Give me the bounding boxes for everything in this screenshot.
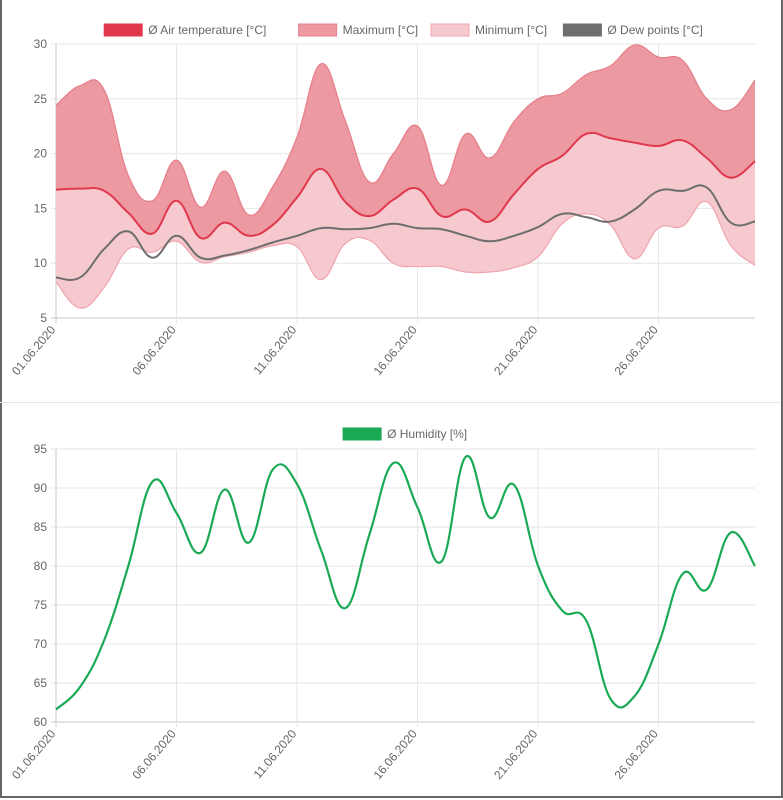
x-tick-label: 16.06.2020: [371, 727, 421, 782]
legend-item[interactable]: Ø Air temperature [°C]: [103, 23, 266, 37]
x-tick-label: 21.06.2020: [491, 323, 541, 378]
air-temperature-line: [55, 131, 756, 240]
legend-label: Ø Humidity [%]: [387, 427, 467, 441]
legend-item[interactable]: Maximum [°C]: [298, 23, 418, 37]
x-tick-label: 01.06.2020: [9, 323, 59, 378]
humidity-chart: 60 65 70 75 80 85 90 95 01.06.2020 06.06.2020 11.0…: [9, 427, 756, 782]
x-tick-label: 11.06.2020: [251, 323, 300, 378]
legend-label: Ø Dew points [°C]: [607, 23, 703, 37]
legend-swatch: [430, 23, 470, 37]
legend-swatch: [342, 427, 382, 441]
x-tick-label: 26.06.2020: [612, 727, 662, 782]
x-tick-label: 16.06.2020: [371, 323, 421, 378]
x-tick-label: 01.06.2020: [9, 727, 59, 782]
y-tick-label: 60: [34, 715, 48, 729]
y-tick-label: 95: [34, 442, 48, 456]
legend-swatch: [298, 23, 338, 37]
y-tick-label: 70: [34, 637, 48, 651]
minimum-area: [56, 132, 755, 309]
legend-item[interactable]: Minimum [°C]: [430, 23, 547, 37]
legend-item[interactable]: Ø Humidity [%]: [342, 427, 467, 441]
legend-swatch: [562, 23, 602, 37]
minimum-line: [55, 200, 756, 309]
y-tick-label: 80: [34, 559, 48, 573]
y-tick-label: 30: [34, 37, 48, 51]
x-tick-label: 26.06.2020: [612, 323, 662, 378]
y-tick-label: 75: [34, 598, 48, 612]
maximum-area: [56, 44, 755, 239]
y-tick-label: 15: [34, 201, 48, 215]
x-tick-label: 21.06.2020: [491, 727, 541, 782]
y-tick-label: 25: [34, 92, 48, 106]
y-tick-label: 5: [40, 311, 47, 325]
legend-item[interactable]: Ø Dew points [°C]: [562, 23, 703, 37]
chart-divider: [0, 402, 781, 403]
dew-point-line: [55, 184, 756, 281]
y-tick-label: 20: [34, 147, 48, 161]
maximum-line: [55, 44, 756, 216]
grid: [51, 448, 755, 727]
legend-label: Minimum [°C]: [475, 23, 547, 37]
legend-label: Ø Air temperature [°C]: [148, 23, 266, 37]
x-tick-label: 06.06.2020: [129, 323, 179, 378]
temperature-chart: 5 10 15 20 25 30 01.06.2020 06.06.2020 11.06.202…: [9, 23, 756, 378]
y-tick-label: 85: [34, 520, 48, 534]
legend-swatch: [103, 23, 143, 37]
humidity-line: [55, 455, 756, 711]
y-tick-label: 90: [34, 481, 48, 495]
x-tick-label: 11.06.2020: [251, 727, 300, 782]
y-tick-label: 65: [34, 676, 48, 690]
legend-label: Maximum [°C]: [343, 23, 418, 37]
y-tick-label: 10: [34, 256, 48, 270]
x-tick-label: 06.06.2020: [129, 727, 179, 782]
